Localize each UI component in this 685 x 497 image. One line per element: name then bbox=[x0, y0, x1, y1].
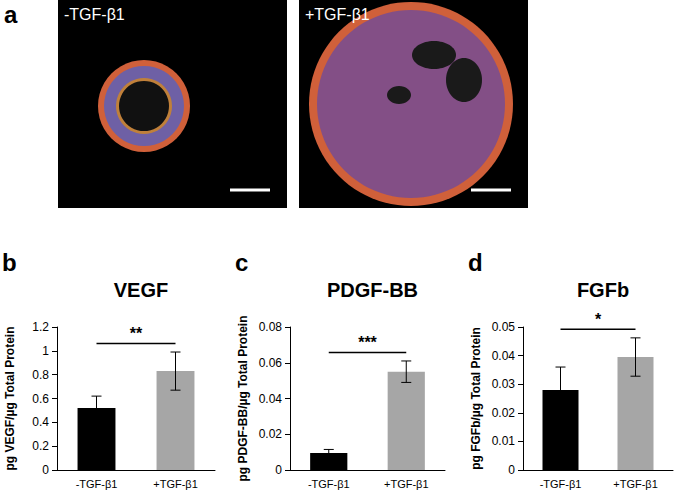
svg-text:0.05: 0.05 bbox=[492, 320, 516, 334]
svg-text:0.03: 0.03 bbox=[492, 377, 516, 391]
svg-text:0.08: 0.08 bbox=[259, 320, 283, 334]
svg-text:-TGF-β1: -TGF-β1 bbox=[308, 478, 350, 490]
svg-text:pg PDGF-BB/µg Total Protein: pg PDGF-BB/µg Total Protein bbox=[236, 315, 250, 481]
svg-text:0.2: 0.2 bbox=[32, 439, 49, 453]
svg-text:PDGF-BB: PDGF-BB bbox=[327, 279, 418, 301]
svg-text:0.04: 0.04 bbox=[492, 349, 516, 363]
svg-text:b: b bbox=[2, 249, 17, 276]
svg-text:FGFb: FGFb bbox=[577, 279, 629, 301]
svg-text:+TGF-β1: +TGF-β1 bbox=[384, 478, 429, 490]
svg-text:***: *** bbox=[358, 334, 377, 351]
svg-text:c: c bbox=[235, 249, 248, 276]
svg-text:+TGF-β1: +TGF-β1 bbox=[305, 6, 370, 23]
svg-text:+TGF-β1: +TGF-β1 bbox=[613, 478, 658, 490]
svg-text:0.01: 0.01 bbox=[492, 434, 516, 448]
svg-text:*: * bbox=[595, 311, 602, 328]
svg-text:pg FGFb/µg Total Protein: pg FGFb/µg Total Protein bbox=[469, 327, 483, 470]
svg-text:0.4: 0.4 bbox=[32, 415, 49, 429]
svg-text:0: 0 bbox=[42, 463, 49, 477]
svg-text:d: d bbox=[468, 249, 483, 276]
svg-text:0.06: 0.06 bbox=[259, 356, 283, 370]
svg-text:+TGF-β1: +TGF-β1 bbox=[153, 478, 198, 490]
svg-text:-TGF-β1: -TGF-β1 bbox=[64, 6, 125, 23]
svg-text:0.02: 0.02 bbox=[492, 406, 516, 420]
svg-text:pg VEGF/µg Total Protein: pg VEGF/µg Total Protein bbox=[3, 326, 17, 470]
svg-text:0.04: 0.04 bbox=[259, 392, 283, 406]
svg-text:0: 0 bbox=[275, 463, 282, 477]
svg-text:a: a bbox=[4, 1, 18, 28]
svg-text:0.8: 0.8 bbox=[32, 368, 49, 382]
svg-text:0.02: 0.02 bbox=[259, 427, 283, 441]
svg-text:1.2: 1.2 bbox=[32, 320, 49, 334]
svg-text:0.6: 0.6 bbox=[32, 392, 49, 406]
svg-text:0: 0 bbox=[508, 463, 515, 477]
svg-text:1: 1 bbox=[42, 344, 49, 358]
svg-text:**: ** bbox=[130, 325, 143, 342]
svg-text:-TGF-β1: -TGF-β1 bbox=[76, 478, 118, 490]
svg-text:VEGF: VEGF bbox=[114, 279, 168, 301]
svg-text:-TGF-β1: -TGF-β1 bbox=[540, 478, 582, 490]
